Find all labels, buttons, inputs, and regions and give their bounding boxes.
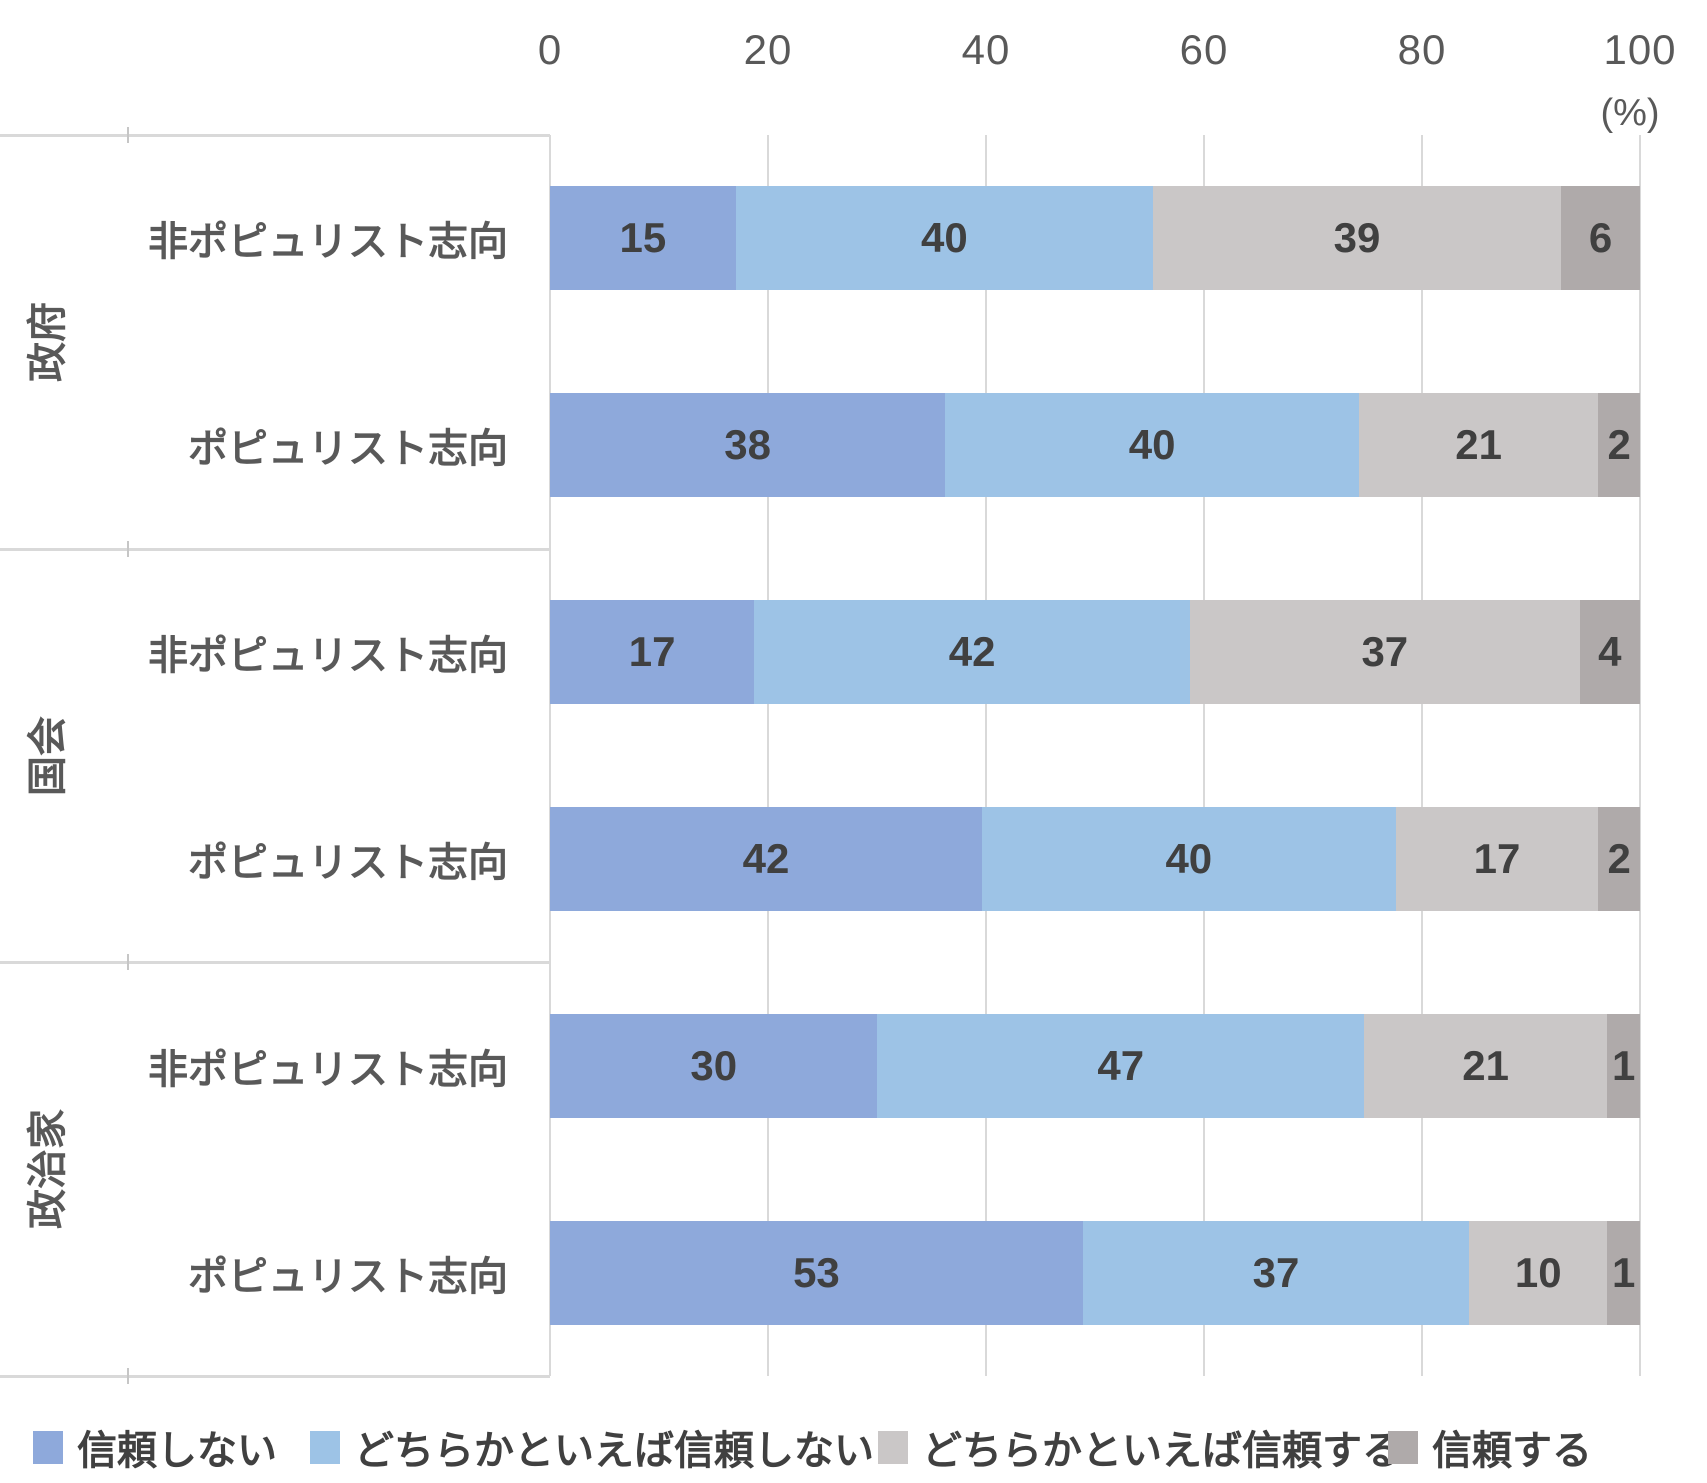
bar-segment: 37 (1082, 1220, 1470, 1325)
bar-segment: 1 (1607, 1013, 1640, 1118)
bar-segment: 4 (1579, 600, 1640, 705)
bar-row: 15 40 39 6 (550, 186, 1640, 291)
legend-swatch (1388, 1430, 1418, 1464)
axis-tick-label: 60 (1179, 26, 1229, 73)
legend-item: どちらかといえば信頼しない (310, 1418, 874, 1476)
legend-item: どちらかといえば信頼する (878, 1418, 1402, 1476)
value-label: 40 (1165, 834, 1213, 882)
axis-level-tick (127, 1368, 129, 1384)
row-label: ポピュリスト志向 (188, 1254, 508, 1299)
gridline (1421, 135, 1423, 1376)
bar-segment: 17 (550, 600, 755, 705)
bar-segment: 21 (1358, 393, 1599, 498)
value-label: 15 (619, 214, 667, 262)
legend-label: どちらかといえば信頼する (922, 1429, 1402, 1473)
separator-line (0, 1375, 550, 1378)
bar-segment: 40 (735, 186, 1153, 291)
gridline (985, 135, 987, 1376)
row-label: 非ポピュリスト志向 (148, 1047, 508, 1092)
value-label: 40 (920, 214, 968, 262)
bar-row: 30 47 21 1 (550, 1013, 1640, 1118)
value-label: 47 (1097, 1041, 1145, 1089)
value-label: 42 (742, 834, 790, 882)
bar-segment: 38 (550, 393, 946, 498)
value-label: 53 (793, 1248, 840, 1296)
separator-line (0, 547, 550, 551)
axis-tick-label: 20 (743, 26, 793, 73)
value-label: 6 (1588, 214, 1613, 262)
bar-segment: 17 (1395, 806, 1599, 911)
row-label: 非ポピュリスト志向 (148, 220, 508, 265)
axis-level-tick (127, 540, 129, 557)
bar-segment: 15 (550, 186, 736, 291)
bar-segment: 21 (1364, 1013, 1608, 1118)
axis-tick-label: 100 (1603, 26, 1677, 73)
separator-line (0, 134, 550, 137)
axis-level-tick (127, 954, 129, 971)
value-label: 39 (1333, 214, 1381, 262)
row-label: ポピュリスト志向 (188, 427, 508, 472)
axis-level-tick (127, 127, 129, 143)
bar-segment: 53 (550, 1220, 1083, 1325)
group-label: 国会 (26, 715, 70, 796)
value-label: 1 (1611, 1041, 1636, 1089)
value-label: 17 (628, 628, 676, 676)
bar-segment: 40 (981, 806, 1396, 911)
value-label: 38 (724, 421, 771, 469)
bar-row: 53 37 10 1 (550, 1220, 1640, 1325)
value-label: 2 (1607, 834, 1631, 882)
legend-swatch (878, 1430, 908, 1464)
bar-segment: 6 (1561, 186, 1640, 291)
axis-tick-label: 0 (537, 26, 563, 73)
gridline (1203, 135, 1205, 1376)
gridline (549, 135, 551, 1376)
bar-row: 17 42 37 4 (550, 600, 1640, 705)
value-label: 37 (1361, 628, 1409, 676)
legend-label: 信頼する (1432, 1429, 1592, 1473)
bar-row: 38 40 21 2 (550, 393, 1640, 498)
value-label: 17 (1473, 834, 1521, 882)
value-label: 21 (1455, 421, 1502, 469)
value-label: 30 (690, 1041, 738, 1089)
bar-segment: 42 (550, 806, 982, 911)
legend-label: 信頼しない (77, 1429, 277, 1473)
bar-segment: 2 (1598, 393, 1640, 498)
legend-label: どちらかといえば信頼しない (354, 1429, 874, 1473)
value-label: 40 (1128, 421, 1176, 469)
bar-segment: 30 (550, 1013, 878, 1118)
bar-segment: 42 (754, 600, 1191, 705)
value-label: 21 (1462, 1041, 1510, 1089)
value-label: 42 (948, 628, 996, 676)
legend-item: 信頼しない (33, 1418, 277, 1476)
bar-segment: 10 (1469, 1220, 1608, 1325)
row-label: ポピュリスト志向 (188, 840, 508, 885)
separator-line (0, 961, 550, 965)
value-label: 1 (1612, 1248, 1636, 1296)
group-label: 政治家 (26, 1109, 70, 1230)
axis-tick-label: 80 (1397, 26, 1447, 73)
value-label: 4 (1598, 628, 1622, 676)
legend-swatch (310, 1430, 340, 1464)
axis-tick-label: 40 (961, 26, 1011, 73)
gridline (767, 135, 769, 1376)
legend-item: 信頼する (1388, 1418, 1592, 1476)
gridline (1639, 135, 1641, 1376)
percent-unit-label: (%) (1600, 92, 1660, 134)
bar-segment: 40 (945, 393, 1359, 498)
bar-segment: 2 (1598, 806, 1640, 911)
value-label: 10 (1514, 1248, 1562, 1296)
bar-segment: 37 (1190, 600, 1580, 705)
legend-swatch (33, 1430, 63, 1464)
bar-row: 42 40 17 2 (550, 806, 1640, 911)
bar-segment: 39 (1153, 186, 1562, 291)
bar-segment: 47 (877, 1013, 1365, 1118)
value-label: 2 (1607, 421, 1631, 469)
value-label: 37 (1252, 1248, 1300, 1296)
bar-segment: 1 (1607, 1220, 1640, 1325)
row-label: 非ポピュリスト志向 (148, 634, 508, 679)
group-label: 政府 (26, 301, 70, 382)
